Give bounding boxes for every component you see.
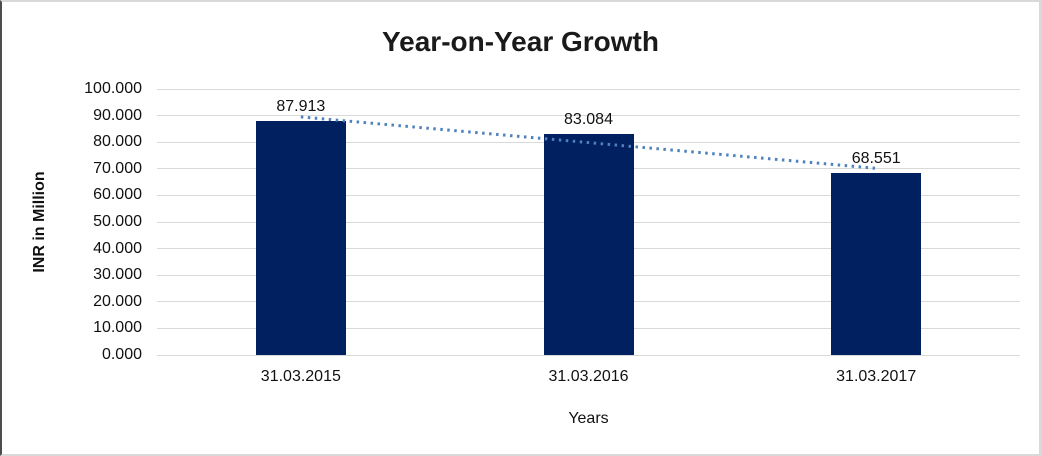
y-tick-label: 30.000 bbox=[93, 266, 142, 284]
y-tick-label: 60.000 bbox=[93, 186, 142, 204]
bar-31.03.2017 bbox=[831, 172, 922, 355]
x-axis-tick-labels: 31.03.2015 31.03.2016 31.03.2017 bbox=[157, 368, 1020, 386]
gridline bbox=[157, 354, 1020, 356]
chart-title: Year-on-Year Growth bbox=[382, 26, 659, 57]
x-tick-label: 31.03.2017 bbox=[836, 368, 917, 385]
y-tick-label: 10.000 bbox=[93, 319, 142, 337]
data-label: 87.913 bbox=[276, 98, 326, 116]
y-axis-tick-labels: 100.000 90.000 80.000 70.000 60.000 50.000 40.… bbox=[2, 80, 148, 363]
y-tick-label: 40.000 bbox=[93, 239, 142, 257]
data-label: 68.551 bbox=[851, 149, 901, 167]
y-tick-label: 0.000 bbox=[101, 346, 142, 363]
x-tick-label: 31.03.2015 bbox=[260, 368, 341, 385]
bar-31.03.2015 bbox=[255, 121, 346, 355]
gridline bbox=[157, 115, 1020, 117]
y-tick-label: 100.000 bbox=[84, 80, 142, 97]
y-tick-label: 20.000 bbox=[93, 292, 142, 310]
gridline bbox=[157, 88, 1020, 90]
trendline bbox=[300, 115, 877, 170]
y-tick-label: 90.000 bbox=[93, 106, 142, 124]
plot-area: 87.913 83.084 68.551 bbox=[157, 88, 1020, 356]
y-tick-label: 70.000 bbox=[93, 159, 142, 177]
trendline-segment bbox=[300, 115, 877, 170]
bar-31.03.2016 bbox=[543, 134, 634, 355]
y-tick-label: 50.000 bbox=[93, 213, 142, 230]
x-tick-label: 31.03.2016 bbox=[548, 368, 629, 385]
data-label: 83.084 bbox=[564, 111, 613, 128]
y-tick-label: 80.000 bbox=[93, 133, 142, 151]
x-axis-title: Years bbox=[568, 410, 609, 427]
